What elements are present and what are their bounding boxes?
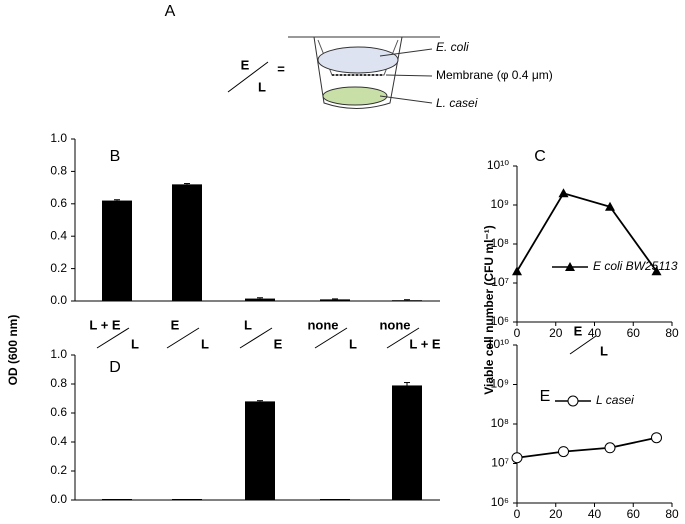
- y-tick-label: 0.8: [50, 376, 67, 390]
- y-tick-label: 0.2: [50, 261, 67, 275]
- fraction-line: [314, 327, 348, 349]
- point: [604, 442, 616, 454]
- panel-letter: E: [540, 388, 551, 405]
- panel-letter: D: [109, 359, 121, 376]
- legend-marker: [567, 395, 579, 407]
- point: [651, 432, 663, 444]
- bar: [102, 499, 132, 500]
- y-tick-label: 10⁸: [491, 416, 509, 430]
- bar: [172, 184, 202, 301]
- y-tick-label: 10⁶: [491, 495, 509, 509]
- x-tick-label: 0: [514, 326, 521, 340]
- fraction-line: [96, 327, 130, 349]
- well-diagram: [288, 36, 440, 109]
- y-tick-label: 10⁸: [491, 236, 509, 250]
- condition-bottom: L: [600, 343, 608, 358]
- y-tick-label: 1.0: [50, 131, 67, 145]
- x-tick-label: 80: [665, 326, 679, 340]
- y-tick-label: 0.4: [50, 434, 67, 448]
- x-tick-label: 60: [627, 326, 641, 340]
- fraction-line: [386, 327, 420, 349]
- x-tick-label: 80: [665, 507, 679, 521]
- x-tick-label: 40: [588, 507, 602, 521]
- panel-letter: C: [534, 148, 546, 165]
- legend-marker: [565, 262, 575, 271]
- legend-label: L casei: [596, 393, 634, 407]
- y-tick-label: 10⁶: [491, 314, 509, 328]
- condition-top: E: [574, 323, 583, 338]
- condition-top: none: [307, 317, 338, 332]
- condition-top: L + E: [89, 317, 121, 332]
- condition-bottom: L: [349, 336, 357, 351]
- y-tick-label: 0.4: [50, 228, 67, 242]
- x-tick-label: 20: [549, 507, 563, 521]
- y-tick-label: 10⁷: [491, 275, 509, 289]
- condition-top: none: [379, 317, 410, 332]
- y-tick-label: 0.6: [50, 405, 67, 419]
- condition-top: E: [171, 317, 180, 332]
- bar: [392, 385, 422, 500]
- y-tick-label: 10¹⁰: [487, 337, 509, 351]
- y-tick-label: 10⁷: [491, 456, 509, 470]
- label-ecoli: E. coli: [436, 40, 469, 54]
- bar: [320, 499, 350, 500]
- point: [558, 446, 570, 458]
- condition-bottom: L: [131, 336, 139, 351]
- fraction-top: E: [241, 57, 250, 72]
- point: [558, 188, 569, 198]
- point: [512, 266, 522, 276]
- x-tick-label: 0: [514, 507, 521, 521]
- bar: [245, 298, 275, 301]
- y-tick-label: 10⁹: [491, 377, 510, 391]
- label-lcasei: L. casei: [436, 96, 478, 110]
- label-membrane: Membrane (φ 0.4 μm): [436, 68, 553, 82]
- y-tick-label: 0.0: [50, 293, 67, 307]
- fraction-line: [569, 335, 597, 355]
- series-line: [516, 192, 658, 272]
- point: [511, 452, 523, 464]
- y-axis-label: Viable cell number (CFU ml⁻¹): [482, 225, 496, 394]
- bar: [172, 499, 202, 500]
- bar: [245, 401, 275, 500]
- series-line: [516, 436, 657, 459]
- bar: [392, 300, 422, 301]
- x-tick-label: 60: [627, 507, 641, 521]
- condition-bottom: E: [274, 336, 283, 351]
- fraction-bottom: L: [258, 79, 266, 94]
- y-tick-label: 0.0: [50, 492, 67, 506]
- y-tick-label: 1.0: [50, 347, 67, 361]
- fraction-line: [166, 327, 200, 349]
- y-tick-label: 0.2: [50, 463, 67, 477]
- y-axis-label: OD (600 nm): [6, 315, 20, 386]
- equals: =: [277, 61, 285, 76]
- bar: [102, 200, 132, 301]
- y-tick-label: 0.8: [50, 164, 67, 178]
- panel-letter: B: [110, 148, 121, 165]
- y-tick-label: 10¹⁰: [487, 158, 509, 172]
- condition-bottom: L: [201, 336, 209, 351]
- y-tick-label: 10⁹: [491, 197, 510, 211]
- x-tick-label: 20: [549, 326, 563, 340]
- bar: [320, 299, 350, 301]
- fraction-line: [239, 327, 273, 349]
- x-tick-label: 40: [588, 326, 602, 340]
- condition-bottom: L + E: [409, 336, 441, 351]
- point: [605, 201, 615, 211]
- condition-top: L: [244, 317, 252, 332]
- fraction-line: [227, 61, 269, 93]
- y-tick-label: 0.6: [50, 196, 67, 210]
- legend-label: E coli BW25113: [593, 259, 678, 273]
- panel-letter: A: [165, 3, 176, 20]
- point: [651, 266, 662, 276]
